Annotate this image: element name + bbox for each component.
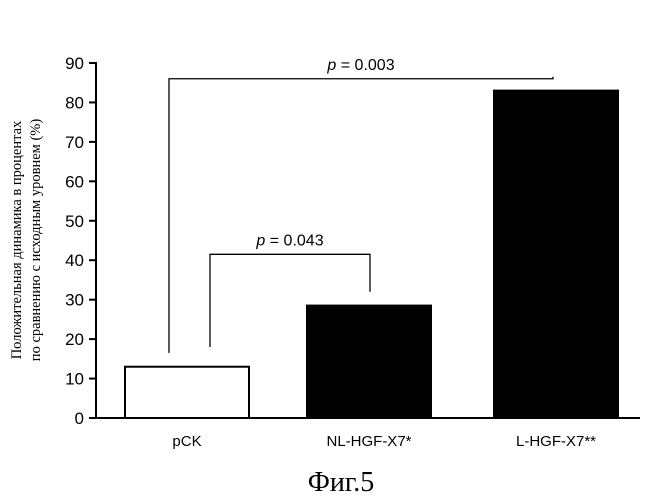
- y-tick-label: 0: [75, 409, 84, 428]
- y-tick-label: 90: [65, 54, 84, 73]
- y-tick-label: 10: [65, 370, 84, 389]
- y-axis-label-line-2: по сравнению с исходным уровнем (%): [28, 119, 44, 362]
- x-category-label: L-HGF-X7**: [516, 433, 596, 450]
- x-category-label: NL-HGF-X7*: [326, 433, 411, 450]
- p-symbol: p: [255, 232, 265, 249]
- p-value: = 0.043: [265, 232, 323, 249]
- y-tick-label: 40: [65, 251, 84, 270]
- y-tick-label: 50: [65, 212, 84, 231]
- y-tick-label: 70: [65, 133, 84, 152]
- y-tick-label: 80: [65, 93, 84, 112]
- p-symbol: p: [326, 57, 336, 74]
- x-category-label: pCK: [172, 433, 201, 450]
- bars: pCK NL-HGF-X7* L-HGF-X7**: [125, 91, 618, 450]
- p-value: = 0.003: [336, 57, 394, 74]
- bar-1: [125, 367, 249, 418]
- y-tick-label: 60: [65, 172, 84, 191]
- y-tick-label: 30: [65, 291, 84, 310]
- bar-2: [307, 306, 431, 418]
- y-axis-label: Положительная динамика в процентах по ср…: [9, 119, 44, 362]
- p-value-label: p = 0.003: [326, 57, 394, 74]
- p-value-label: p = 0.043: [255, 232, 323, 249]
- figure-caption: Фиг.5: [308, 467, 374, 498]
- bar-3: [494, 91, 618, 418]
- y-tick-label: 20: [65, 330, 84, 349]
- y-axis-label-line-1: Положительная динамика в процентах: [9, 120, 25, 359]
